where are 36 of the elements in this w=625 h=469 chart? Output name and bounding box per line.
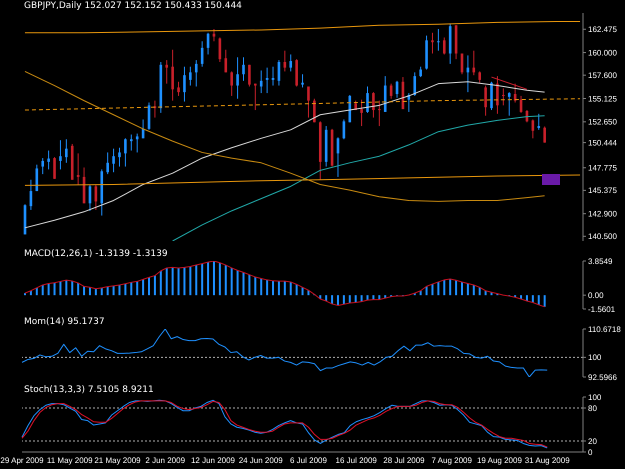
y-tick-label: 147.775: [588, 164, 618, 173]
y-tick-label: 80: [588, 404, 598, 413]
y-tick-label: 140.500: [588, 232, 618, 242]
x-tick-label: 31 Aug 2009: [524, 456, 570, 465]
y-tick-label: 155.125: [588, 94, 618, 104]
y-tick-label: 160.000: [588, 48, 618, 58]
x-tick-label: 19 Aug 2009: [476, 456, 522, 465]
y-tick-label: 145.375: [588, 186, 618, 196]
y-tick-label: 3.8549: [588, 256, 614, 266]
y-tick-label: 100: [588, 353, 602, 362]
y-tick-label: 162.475: [588, 25, 618, 34]
x-tick-label: 12 Jun 2009: [190, 456, 236, 465]
x-tick-label: 29 Apr 2009: [0, 456, 44, 465]
x-tick-label: 28 Jul 2009: [383, 456, 426, 465]
y-tick-label: 0: [588, 448, 593, 457]
x-tick-label: 21 May 2009: [94, 456, 142, 465]
x-tick-label: 6 Jul 2009: [290, 456, 328, 465]
x-tick-label: 11 May 2009: [46, 456, 94, 465]
chart-title: MACD(12,26,1) -1.3139 -1.3139: [24, 249, 168, 260]
x-tick-label: 2 Jun 2009: [145, 456, 186, 465]
y-tick-label: 157.600: [588, 71, 618, 80]
x-tick-label: 7 Aug 2009: [431, 456, 472, 465]
y-tick-label: 142.900: [588, 210, 618, 219]
chart-title: GBPJPY,Daily 152.027 152.152 150.433 150.444: [24, 1, 242, 12]
y-tick-label: 20: [588, 436, 598, 446]
x-tick-label: 16 Jul 2009: [336, 456, 378, 465]
chart-title: Stoch(13,3,3) 7.5105 8.9211: [24, 385, 154, 396]
y-tick-label: 0.00: [588, 291, 604, 300]
y-tick-label: 110.6718: [588, 324, 622, 334]
y-tick-label: -1.5601: [588, 304, 616, 314]
y-tick-label: 152.650: [588, 118, 618, 127]
y-tick-label: 92.5966: [588, 372, 618, 382]
y-tick-label: 100: [588, 392, 602, 402]
y-tick-label: 150.444: [588, 138, 618, 148]
x-tick-label: 24 Jun 2009: [238, 456, 284, 465]
chart-title: Mom(14) 95.1737: [24, 317, 105, 328]
